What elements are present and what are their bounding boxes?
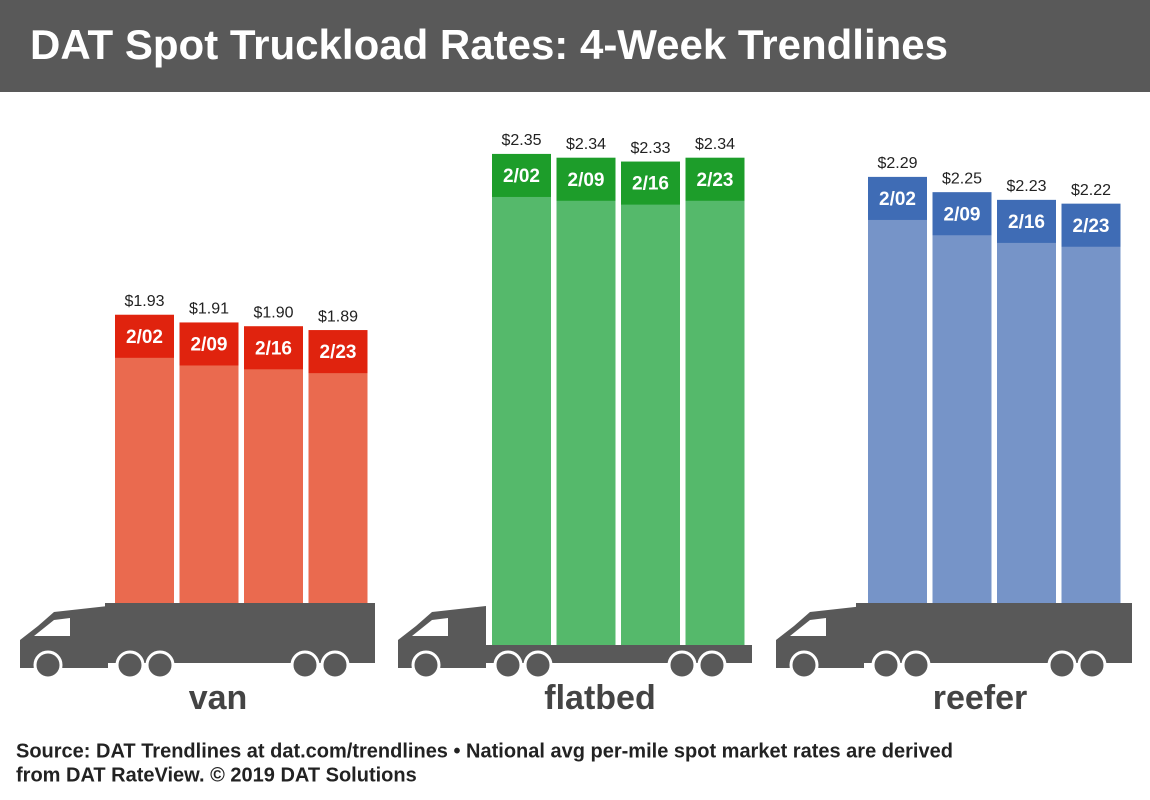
trailer-label: flatbed	[544, 679, 655, 717]
bar	[685, 157, 745, 645]
wheel	[1047, 650, 1077, 680]
bar	[308, 330, 368, 603]
value-label: $2.25	[942, 170, 982, 187]
value-label: $2.35	[501, 132, 541, 149]
bar	[179, 322, 239, 603]
value-label: $1.91	[189, 301, 229, 318]
value-label: $2.34	[566, 136, 606, 153]
bar	[868, 176, 927, 603]
cab	[776, 606, 864, 668]
bar-cap	[932, 192, 992, 236]
bar-cap	[685, 157, 745, 201]
wheel	[871, 650, 901, 680]
category-label: 2/02	[879, 189, 916, 210]
bar	[556, 157, 616, 645]
category-label: 2/16	[1008, 212, 1045, 233]
trailer	[856, 603, 1132, 649]
wheel	[493, 650, 523, 680]
cab-window	[790, 618, 826, 636]
wheel	[523, 650, 553, 680]
bar-cap	[492, 153, 551, 197]
chart-title: DAT Spot Truckload Rates: 4-Week Trendli…	[30, 21, 948, 68]
value-label: $2.22	[1071, 182, 1111, 199]
category-label: 2/16	[255, 338, 292, 359]
trailer-label: reefer	[933, 679, 1028, 717]
bar	[115, 314, 174, 603]
source: from DAT RateView. © 2019 DAT Solutions	[16, 764, 417, 786]
category-label: 2/09	[568, 170, 605, 191]
category-label: 2/23	[1073, 216, 1110, 237]
wheel	[697, 650, 727, 680]
wheel	[33, 650, 63, 680]
value-label: $2.33	[630, 140, 670, 157]
bar-cap	[244, 326, 303, 370]
wheel	[290, 650, 320, 680]
bar	[932, 192, 992, 603]
cab-window	[34, 618, 70, 636]
bar-cap	[556, 157, 616, 201]
wheel	[145, 650, 175, 680]
source: Source: DAT Trendlines at dat.com/trendl…	[16, 740, 953, 762]
value-label: $2.29	[877, 155, 917, 172]
value-label: $1.89	[318, 308, 358, 325]
wheel	[411, 650, 441, 680]
wheel	[901, 650, 931, 680]
value-label: $1.90	[253, 305, 293, 322]
value-label: $2.34	[695, 136, 735, 153]
bar	[997, 199, 1056, 603]
bar-cap	[621, 161, 680, 205]
title-bar	[0, 0, 1150, 92]
wheel	[789, 650, 819, 680]
category-label: 2/23	[697, 170, 734, 191]
trailer-label: van	[189, 679, 248, 717]
cab	[20, 606, 108, 668]
bar	[621, 161, 680, 646]
trailer	[105, 603, 375, 649]
bar-cap	[868, 176, 927, 220]
bar-cap	[308, 330, 368, 374]
category-label: 2/02	[126, 327, 163, 348]
chassis	[20, 649, 375, 663]
bar	[244, 326, 303, 603]
value-label: $2.23	[1006, 178, 1046, 195]
wheel	[1077, 650, 1107, 680]
bar-cap	[115, 314, 174, 358]
bar-cap	[179, 322, 239, 366]
category-label: 2/09	[191, 334, 228, 355]
chassis	[398, 649, 752, 663]
cab	[398, 606, 486, 668]
bar	[492, 153, 551, 645]
bar-cap	[997, 199, 1056, 243]
wheel	[667, 650, 697, 680]
chassis	[776, 649, 1132, 663]
category-label: 2/09	[944, 204, 981, 225]
cab-window	[412, 618, 448, 636]
category-label: 2/23	[320, 342, 357, 363]
bar-cap	[1061, 203, 1121, 247]
category-label: 2/16	[632, 174, 669, 195]
value-label: $1.93	[124, 293, 164, 310]
category-label: 2/02	[503, 166, 540, 187]
wheel	[320, 650, 350, 680]
bar	[1061, 203, 1121, 604]
wheel	[115, 650, 145, 680]
